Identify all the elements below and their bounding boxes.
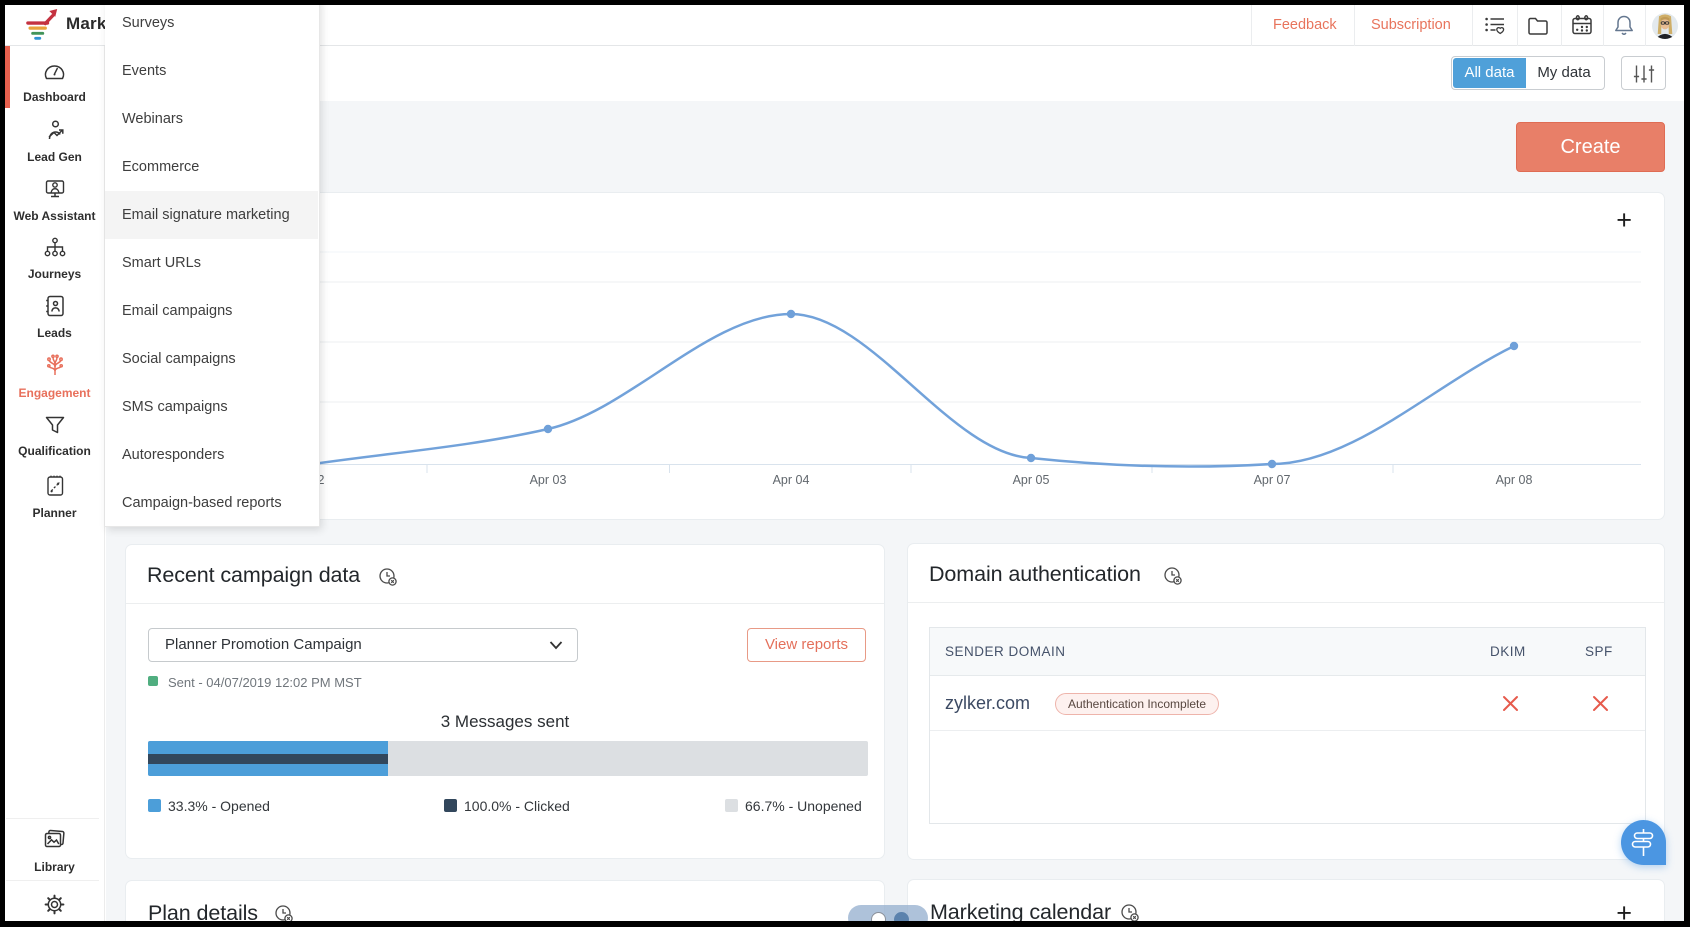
svg-text:Apr 08: Apr 08 <box>1496 473 1533 487</box>
svg-text:Apr 03: Apr 03 <box>530 473 567 487</box>
svg-text:Apr 04: Apr 04 <box>773 473 810 487</box>
svg-text:Apr 05: Apr 05 <box>1013 473 1050 487</box>
svg-text:Apr 07: Apr 07 <box>1254 473 1291 487</box>
